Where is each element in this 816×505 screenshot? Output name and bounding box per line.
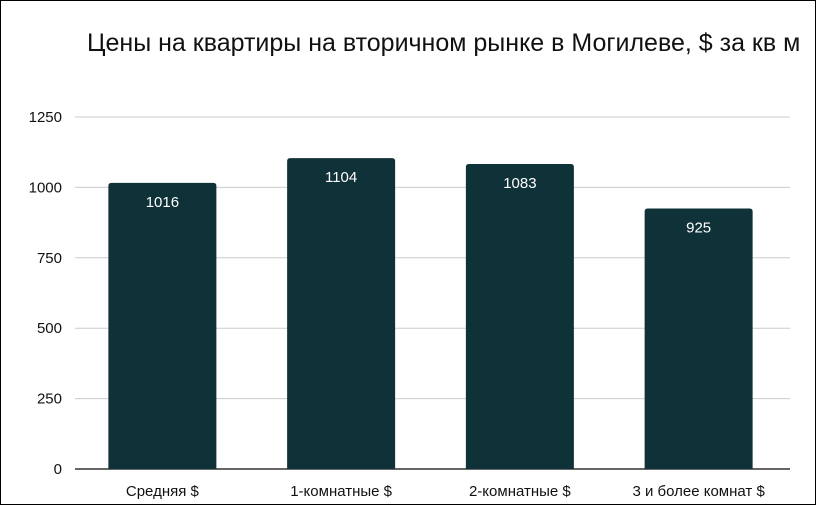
bar-value-label: 1104 (325, 169, 357, 186)
y-tick-label: 750 (37, 250, 62, 267)
bar-value-label: 1083 (503, 175, 536, 192)
bar (108, 182, 217, 469)
x-axis: Средняя $ 1-комнатные $ 2-комнатные $ 3 и б… (126, 483, 766, 500)
y-tick-label: 1250 (29, 109, 62, 126)
chart-title: Цены на квартиры на вторичном рынке в Мо… (87, 29, 801, 57)
bar-value-label: 925 (686, 220, 711, 237)
y-tick-label: 1000 (29, 179, 62, 196)
x-category-label: 1-комнатные $ (290, 483, 392, 500)
y-tick-label: 250 (37, 391, 62, 408)
bar (465, 164, 574, 469)
bar (287, 158, 396, 470)
y-axis: 0 250 500 750 1000 1250 (29, 109, 62, 478)
y-tick-label: 500 (37, 320, 62, 337)
x-category-label: Средняя $ (126, 483, 200, 500)
bar-value-label: 1016 (146, 194, 179, 211)
y-tick-label: 0 (54, 461, 62, 478)
x-category-label: 2-комнатные $ (469, 483, 571, 500)
bars: 1016 1104 1083 925 (108, 158, 753, 470)
x-category-label: 3 и более комнат $ (632, 483, 765, 500)
bar (644, 208, 753, 469)
